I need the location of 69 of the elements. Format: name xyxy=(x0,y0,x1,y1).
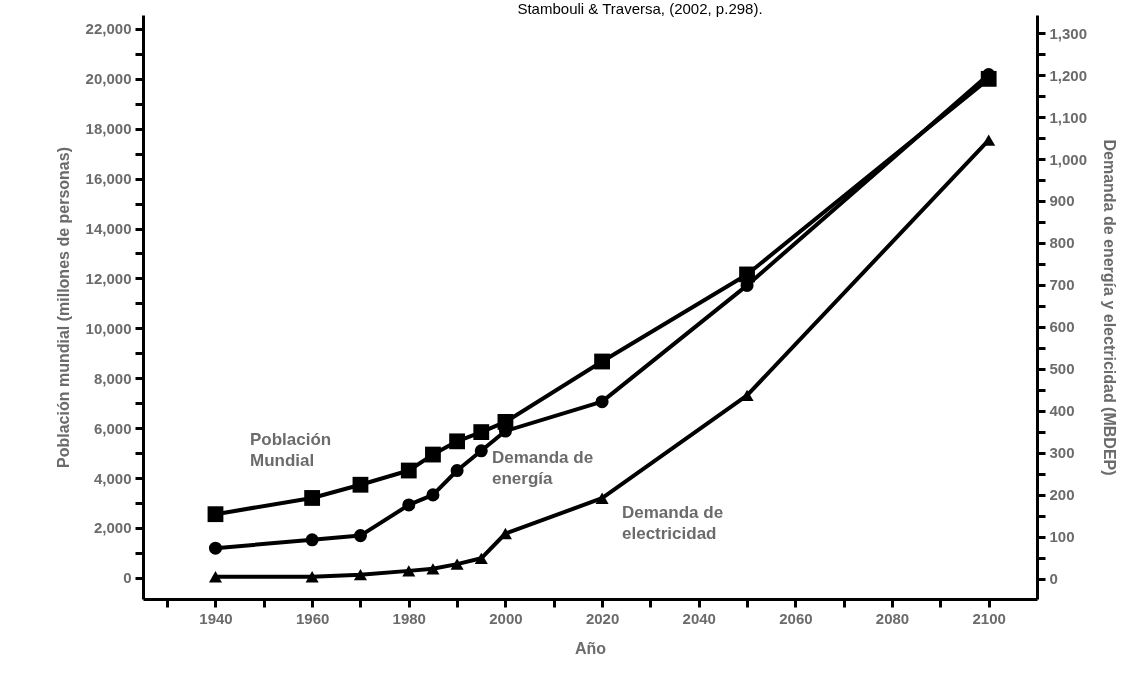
point xyxy=(305,571,319,583)
y2-tick-label: 700 xyxy=(1049,276,1075,294)
point xyxy=(449,433,466,450)
x-tick-label: 2060 xyxy=(779,609,813,627)
x-tick-label: 2080 xyxy=(875,609,910,627)
y2-tick-label: 400 xyxy=(1049,402,1075,420)
point xyxy=(304,490,321,506)
y-axis-title: Población mundial (millones de personas) xyxy=(54,147,72,468)
y-tick-label: 0 xyxy=(123,569,132,587)
point xyxy=(353,569,367,581)
y-tick-label: 6,000 xyxy=(93,419,132,437)
y2-tick-label: 500 xyxy=(1049,360,1075,378)
y-tick-label: 20,000 xyxy=(85,70,132,88)
point xyxy=(207,506,224,523)
y-tick-label: 16,000 xyxy=(85,170,132,188)
x-tick-label: 2020 xyxy=(585,609,620,627)
x-tick-label: 2040 xyxy=(682,609,716,627)
x-tick-label: 1980 xyxy=(392,609,426,627)
y-tick-label: 2,000 xyxy=(93,519,132,537)
y2-tick-label: 100 xyxy=(1049,528,1075,546)
y-tick-label: 12,000 xyxy=(85,269,132,287)
y-tick-label: 18,000 xyxy=(85,120,132,138)
point xyxy=(305,533,319,547)
point xyxy=(474,444,488,458)
point xyxy=(498,527,512,540)
point xyxy=(208,541,223,555)
point xyxy=(425,446,441,463)
series-label: Población Mundial xyxy=(250,430,332,470)
point xyxy=(595,395,609,409)
point xyxy=(740,389,754,402)
y-tick-label: 4,000 xyxy=(93,469,132,487)
point xyxy=(982,134,996,146)
point xyxy=(450,558,464,570)
point xyxy=(426,563,440,575)
x-axis-title: Año xyxy=(574,639,607,657)
y2-tick-label: 0 xyxy=(1049,570,1058,588)
y2-tick-label: 1,200 xyxy=(1049,66,1088,84)
x-tick-label: 2100 xyxy=(972,609,1006,627)
point xyxy=(595,492,609,504)
x-tick-label: 2000 xyxy=(489,609,523,627)
y2-tick-label: 1,300 xyxy=(1049,24,1088,42)
y-tick-label: 22,000 xyxy=(85,20,132,38)
point xyxy=(400,462,417,479)
point xyxy=(402,565,416,577)
y-tick-label: 10,000 xyxy=(85,319,132,337)
y2-tick-label: 800 xyxy=(1049,234,1075,252)
series-label: Demanda de energía xyxy=(492,448,594,488)
point xyxy=(426,488,440,502)
point xyxy=(208,571,223,583)
x-tick-label: 1960 xyxy=(295,609,330,627)
y2-tick-label: 200 xyxy=(1049,486,1075,504)
point xyxy=(402,498,416,512)
y2-tick-label: 1,100 xyxy=(1049,108,1088,126)
y-tick-label: 14,000 xyxy=(85,220,132,238)
series-label: Demanda de electricidad xyxy=(622,503,724,543)
point xyxy=(353,529,367,543)
point xyxy=(450,464,464,478)
point xyxy=(473,424,490,441)
point xyxy=(474,552,488,564)
y2-axis-title: Demanda de energía y electricidad (MBDEP) xyxy=(1101,139,1119,476)
point xyxy=(594,353,610,370)
annotation: Stambouli & Traversa, (2002, p.298). xyxy=(517,0,763,17)
y2-tick-label: 900 xyxy=(1049,192,1075,210)
y2-tick-label: 1,000 xyxy=(1049,150,1088,168)
y2-tick-label: 600 xyxy=(1049,318,1075,336)
x-tick-label: 1940 xyxy=(199,609,233,627)
y-tick-label: 8,000 xyxy=(93,369,132,387)
y2-tick-label: 300 xyxy=(1049,444,1075,462)
point xyxy=(352,476,369,493)
